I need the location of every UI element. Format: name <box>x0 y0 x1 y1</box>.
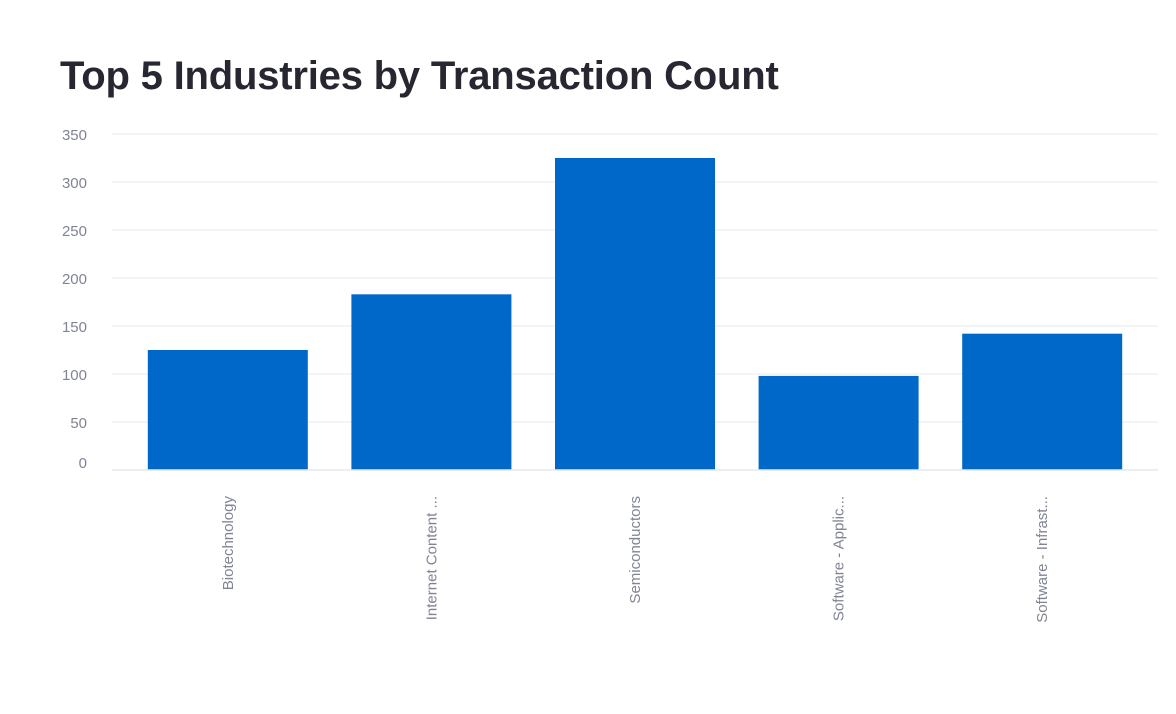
bar[interactable] <box>758 375 919 470</box>
x-tick-label: Semiconductors <box>627 496 644 604</box>
x-tick-labels: Biotechnology Internet Content ... Semicon… <box>220 496 1051 623</box>
y-tick-labels: 0 50 100 150 200 250 300 350 <box>62 127 87 472</box>
bar[interactable] <box>351 294 512 470</box>
y-tick-label: 0 <box>79 455 87 472</box>
bar[interactable] <box>555 158 715 470</box>
x-tick-label: Software - Infrast... <box>1034 496 1051 623</box>
y-tick-label: 350 <box>62 127 87 144</box>
bar[interactable] <box>962 333 1123 470</box>
y-tick-label: 250 <box>62 223 87 240</box>
chart-title: Top 5 Industries by Transaction Count <box>60 54 779 98</box>
y-tick-label: 150 <box>62 319 87 336</box>
x-tick-label: Software - Applic... <box>831 496 848 621</box>
y-tick-label: 50 <box>70 415 87 432</box>
x-tick-label: Biotechnology <box>220 496 237 591</box>
y-tick-label: 300 <box>62 175 87 192</box>
y-tick-label: 200 <box>62 271 87 288</box>
x-tick-label: Internet Content ... <box>423 496 440 620</box>
bars <box>147 158 1123 470</box>
y-tick-label: 100 <box>62 367 87 384</box>
bar[interactable] <box>147 350 308 470</box>
